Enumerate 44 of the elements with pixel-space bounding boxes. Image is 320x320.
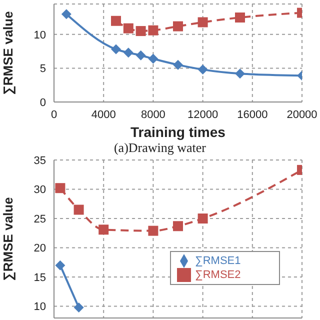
x-tick-label: 16000 bbox=[237, 108, 268, 121]
point bbox=[111, 44, 121, 54]
point bbox=[61, 9, 72, 20]
point bbox=[136, 50, 146, 60]
point bbox=[198, 64, 208, 75]
y-tick-label: 10 bbox=[34, 29, 46, 42]
point bbox=[55, 260, 66, 270]
x-tick-label: 20000 bbox=[286, 108, 318, 121]
point bbox=[148, 25, 158, 36]
y-tick-label: 35 bbox=[34, 154, 46, 167]
y-tick-label: 25 bbox=[34, 213, 46, 226]
x-tick-label: 0 bbox=[50, 108, 58, 121]
point bbox=[173, 221, 183, 232]
point bbox=[235, 68, 245, 79]
point bbox=[173, 21, 183, 32]
point bbox=[136, 26, 146, 36]
y-tick-label: 0 bbox=[40, 96, 46, 109]
point bbox=[111, 16, 121, 26]
point bbox=[55, 183, 66, 194]
legend-label: ∑RMSE1 bbox=[195, 254, 241, 267]
legend-label: ∑RMSE2 bbox=[195, 268, 241, 281]
text: (a)Drawing water bbox=[112, 140, 208, 156]
point bbox=[98, 224, 109, 235]
point bbox=[148, 226, 158, 236]
y-tick-label: 30 bbox=[34, 184, 46, 196]
point bbox=[173, 60, 183, 70]
point bbox=[235, 12, 245, 23]
point bbox=[74, 204, 84, 215]
y-tick-label: 10 bbox=[34, 301, 46, 314]
point bbox=[74, 302, 84, 312]
y-tick-label: 15 bbox=[34, 272, 46, 284]
y-axis-title: ∑RMSE value bbox=[0, 11, 16, 95]
y-axis-title: ∑RMSE value bbox=[0, 197, 16, 281]
x-tick-label: 4000 bbox=[91, 108, 116, 121]
point bbox=[123, 23, 134, 34]
point bbox=[123, 48, 134, 58]
point bbox=[148, 54, 158, 64]
y-tick-label: 5 bbox=[40, 63, 46, 76]
x-tick-label: 8000 bbox=[140, 108, 166, 121]
x-tick-label: 12000 bbox=[188, 108, 218, 121]
x-axis-title: Training times bbox=[130, 124, 226, 140]
point bbox=[198, 17, 208, 28]
y-tick-label: 20 bbox=[34, 242, 46, 255]
point bbox=[198, 214, 208, 224]
